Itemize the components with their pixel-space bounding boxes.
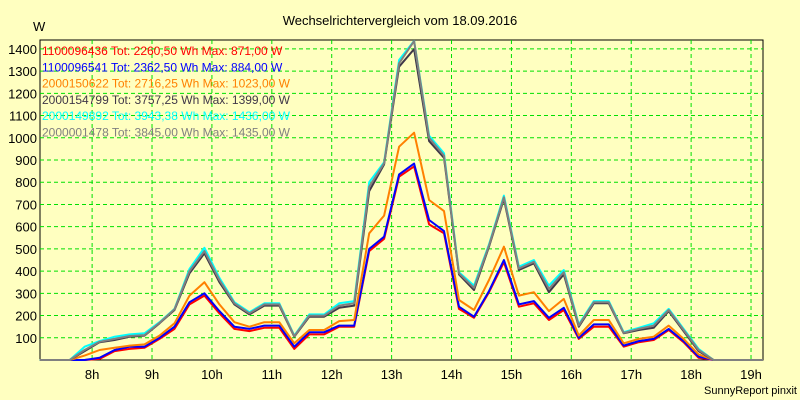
grid — [40, 40, 763, 360]
series-lines — [39, 39, 763, 361]
y-tick-label: 400 — [15, 264, 37, 279]
y-tick-label: 900 — [15, 153, 37, 168]
x-tick-label: 11h — [261, 367, 282, 382]
y-tick-label: 700 — [15, 197, 37, 212]
y-tick-label: 1000 — [8, 131, 37, 146]
y-axis-label: W — [33, 19, 46, 34]
y-tick-label: 300 — [15, 286, 37, 301]
series-line-1100096541 — [39, 162, 763, 361]
x-tick-label: 10h — [201, 367, 223, 382]
footer-text: SunnyReport pinxit — [704, 385, 797, 397]
x-tick-label: 18h — [680, 367, 702, 382]
series-line-2000001478 — [39, 40, 763, 361]
legend-entry-2000150622: 2000150622 Tot: 2716,25 Wh Max: 1023,00 … — [42, 77, 291, 91]
x-tick-label: 16h — [560, 367, 582, 382]
x-tick-label: 15h — [501, 367, 523, 382]
series-line-2000150622 — [39, 131, 763, 361]
legend: 1100096436 Tot: 2260,50 Wh Max: 871,00 W… — [42, 44, 291, 140]
chart-title: Wechselrichtervergleich vom 18.09.2016 — [283, 13, 518, 28]
legend-entry-2000154799: 2000154799 Tot: 3757,25 Wh Max: 1399,00 … — [42, 93, 291, 107]
y-tick-label: 1200 — [8, 86, 37, 101]
legend-entry-1100096541: 1100096541 Tot: 2362,50 Wh Max: 884,00 W — [42, 60, 283, 74]
series-line-1100096436 — [39, 165, 763, 361]
y-tick-label: 1400 — [8, 42, 37, 57]
axis-ticks: 100 200 300 400 500 600 700 800 900 1000 1100 1200 1… — [8, 42, 762, 382]
y-tick-label: 800 — [15, 175, 37, 190]
y-tick-label: 200 — [15, 309, 37, 324]
y-tick-label: 1300 — [8, 64, 37, 79]
y-tick-label: 600 — [15, 220, 37, 235]
y-tick-label: 1100 — [9, 109, 37, 124]
x-tick-label: 19h — [740, 367, 762, 382]
legend-entry-2000001478: 2000001478 Tot: 3845,00 Wh Max: 1435,00 … — [42, 126, 291, 140]
x-tick-label: 9h — [145, 367, 159, 382]
y-tick-label: 500 — [15, 242, 37, 257]
x-tick-label: 13h — [381, 367, 403, 382]
x-tick-label: 12h — [321, 367, 343, 382]
y-tick-label: 100 — [15, 331, 37, 346]
legend-entry-2000149892: 2000149892 Tot: 3943,38 Wh Max: 1436,00 … — [42, 109, 291, 123]
x-tick-label: 8h — [85, 367, 99, 382]
legend-entry-1100096436: 1100096436 Tot: 2260,50 Wh Max: 871,00 W — [42, 44, 283, 58]
x-tick-label: 14h — [441, 367, 463, 382]
x-tick-label: 17h — [620, 367, 642, 382]
